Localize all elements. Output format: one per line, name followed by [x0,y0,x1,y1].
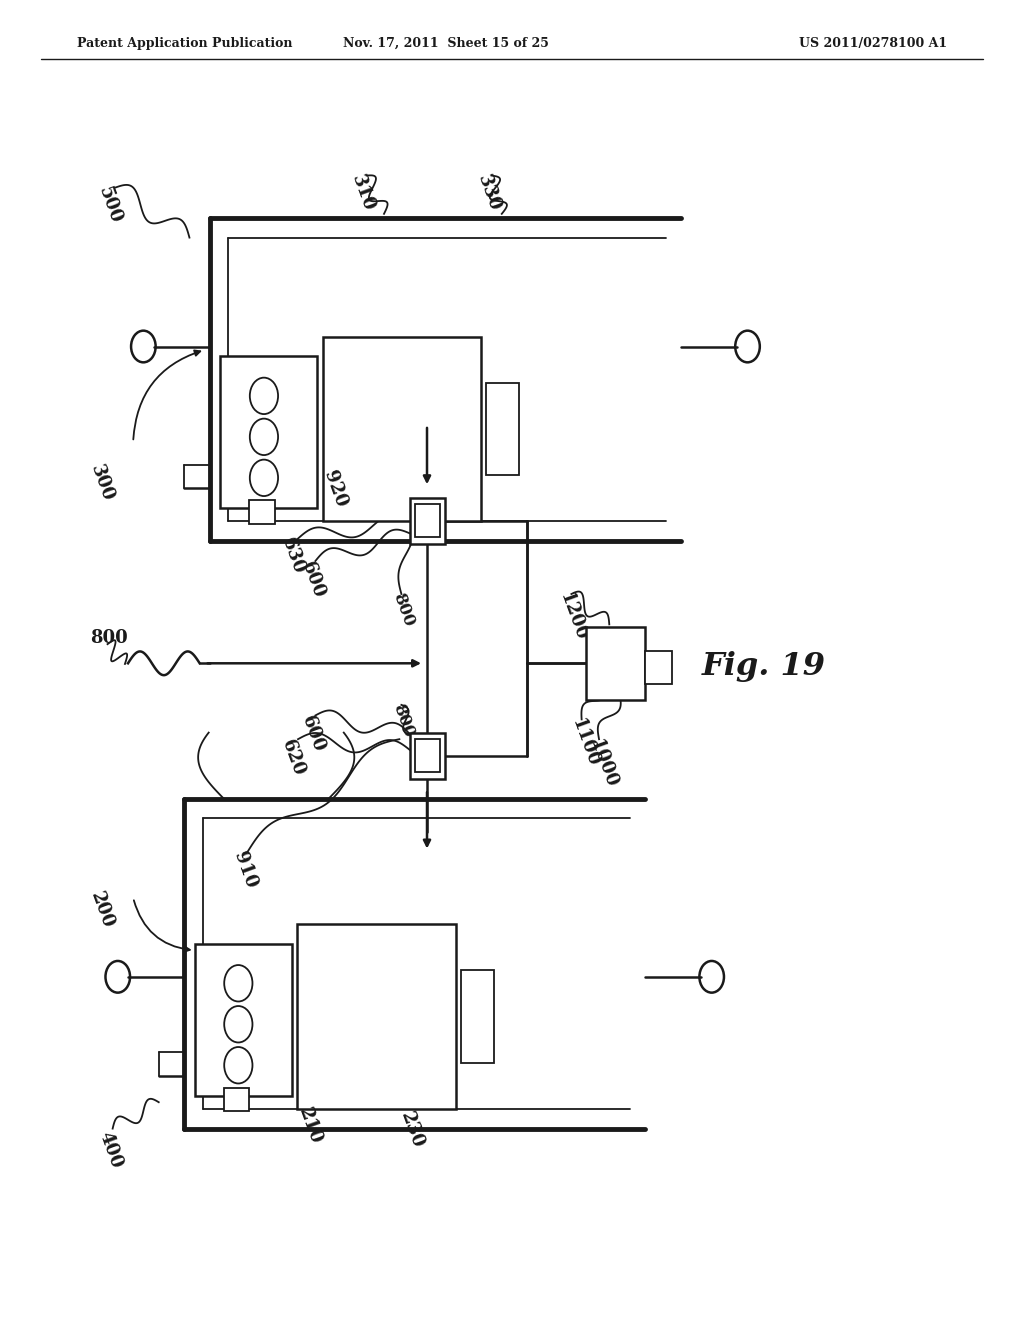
Bar [250,500,274,524]
Text: US 2011/0278100 A1: US 2011/0278100 A1 [799,37,947,50]
Bar [486,383,519,475]
Text: 200: 200 [87,888,117,931]
Bar [195,944,292,1096]
FancyArrowPatch shape [134,900,189,952]
Text: 310: 310 [348,172,378,214]
Text: Fig. 19: Fig. 19 [701,651,825,682]
Text: 1000: 1000 [586,737,620,791]
Bar [410,498,445,544]
Text: 400: 400 [95,1129,125,1171]
Bar [220,356,317,508]
Text: Nov. 17, 2011  Sheet 15 of 25: Nov. 17, 2011 Sheet 15 of 25 [342,37,549,50]
Text: 920: 920 [321,467,350,510]
Text: 600: 600 [298,558,328,601]
Text: 910: 910 [230,849,260,891]
Text: 620: 620 [279,737,308,779]
Text: 1100: 1100 [568,715,602,770]
FancyArrowPatch shape [133,350,201,440]
Bar [297,924,456,1109]
Text: 210: 210 [295,1105,325,1147]
Bar [461,970,494,1063]
Bar [323,337,481,521]
Text: 330: 330 [474,172,504,214]
Text: 300: 300 [87,462,117,504]
Bar [410,733,445,779]
Text: 500: 500 [95,183,125,226]
Text: Patent Application Publication: Patent Application Publication [77,37,292,50]
Bar [223,1088,250,1111]
Text: 630: 630 [279,535,308,577]
Text: 1200: 1200 [556,590,590,644]
Bar [415,504,440,537]
Bar [645,651,672,684]
Text: 230: 230 [397,1109,427,1151]
Text: 800: 800 [389,591,417,630]
Text: 800: 800 [90,628,128,647]
Bar [586,627,645,700]
Text: 800: 800 [389,702,417,741]
Bar [415,739,440,772]
Text: 600: 600 [298,713,328,755]
